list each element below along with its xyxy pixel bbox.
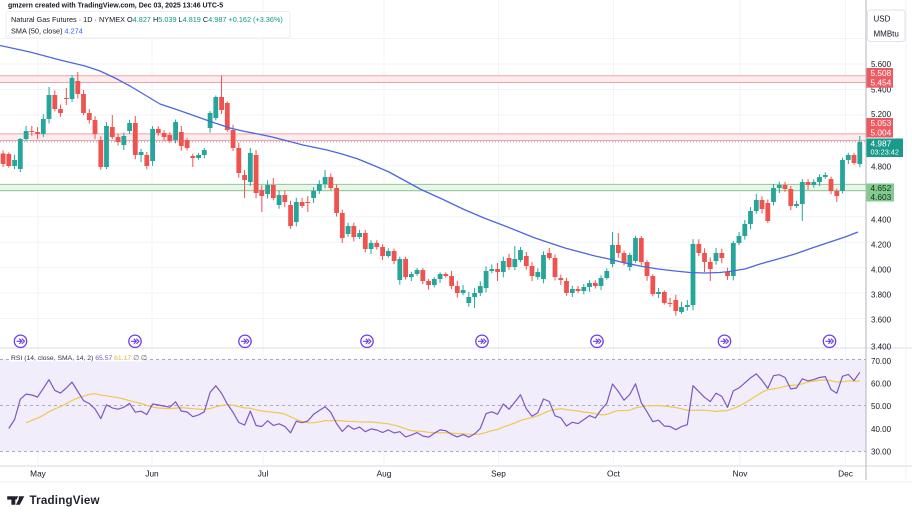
svg-text:Jul: Jul	[258, 469, 269, 479]
svg-text:40.00: 40.00	[871, 425, 892, 434]
svg-text:RSI (14, close, SMA, 14, 2) 65: RSI (14, close, SMA, 14, 2) 65.57 61.17 …	[11, 355, 147, 362]
svg-text:5.004: 5.004	[871, 127, 892, 137]
svg-text:4.200: 4.200	[871, 241, 892, 250]
svg-text:4.987: 4.987	[871, 138, 892, 148]
svg-text:3.800: 3.800	[871, 291, 892, 300]
svg-text:Aug: Aug	[377, 469, 392, 479]
svg-text:Jun: Jun	[145, 469, 159, 479]
svg-text:03:23:42: 03:23:42	[871, 148, 899, 157]
svg-text:5.508: 5.508	[871, 68, 892, 78]
svg-text:5.454: 5.454	[871, 78, 892, 88]
svg-text:5.200: 5.200	[871, 110, 892, 119]
svg-text:5.600: 5.600	[871, 60, 892, 69]
svg-text:4.603: 4.603	[871, 192, 892, 202]
svg-text:TradingView: TradingView	[30, 494, 101, 507]
svg-text:4.000: 4.000	[871, 266, 892, 275]
svg-text:70.00: 70.00	[871, 357, 892, 366]
svg-text:SMA (50, close) 4.274: SMA (50, close) 4.274	[11, 27, 83, 36]
svg-text:4.652: 4.652	[871, 183, 892, 193]
svg-text:Oct: Oct	[607, 469, 621, 479]
svg-text:50.00: 50.00	[871, 402, 892, 411]
svg-text:Dec: Dec	[838, 469, 853, 479]
svg-text:May: May	[30, 469, 47, 479]
svg-text:5.400: 5.400	[871, 86, 892, 95]
svg-text:gmzern created with TradingVie: gmzern created with TradingView.com, Dec…	[8, 3, 223, 10]
svg-text:3.600: 3.600	[871, 316, 892, 325]
svg-text:Natural Gas Futures · 1D · NYM: Natural Gas Futures · 1D · NYMEX O4.827 …	[11, 15, 283, 24]
svg-text:MMBtu: MMBtu	[874, 30, 899, 39]
svg-text:Nov: Nov	[733, 469, 749, 479]
svg-text:4.800: 4.800	[871, 163, 892, 172]
svg-text:3.400: 3.400	[871, 343, 892, 352]
svg-text:60.00: 60.00	[871, 380, 892, 389]
svg-text:Sep: Sep	[491, 469, 506, 479]
svg-text:30.00: 30.00	[871, 447, 892, 456]
svg-text:5.053: 5.053	[871, 118, 892, 128]
svg-text:4.400: 4.400	[871, 216, 892, 225]
svg-text:USD: USD	[874, 15, 891, 24]
